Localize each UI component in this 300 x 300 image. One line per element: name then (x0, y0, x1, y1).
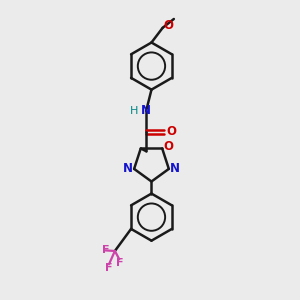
Text: H: H (130, 106, 139, 116)
Text: O: O (164, 19, 174, 32)
Text: F: F (105, 263, 113, 273)
Text: F: F (102, 245, 109, 255)
Text: O: O (163, 140, 173, 153)
Text: N: N (123, 162, 133, 176)
Text: N: N (141, 104, 151, 117)
Text: O: O (166, 125, 176, 138)
Text: F: F (116, 258, 124, 268)
Text: N: N (170, 162, 180, 176)
